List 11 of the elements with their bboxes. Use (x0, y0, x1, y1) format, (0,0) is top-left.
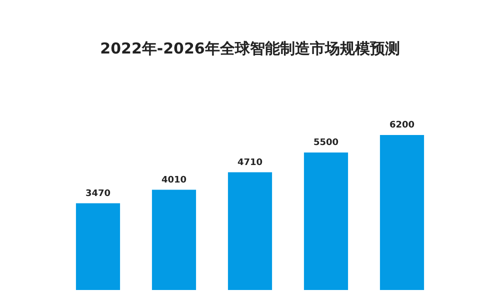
data-label: 6200 (389, 120, 415, 130)
bar (304, 152, 348, 290)
chart-title: 2022年-2026年全球智能制造市场规模预测 (100, 40, 400, 58)
data-label: 4710 (237, 158, 263, 168)
bar (380, 135, 424, 290)
bar (228, 172, 272, 290)
bar (76, 203, 120, 290)
data-label: 5500 (313, 138, 339, 148)
data-label: 3470 (85, 188, 111, 199)
bar (152, 190, 196, 290)
data-label: 4010 (161, 175, 187, 186)
